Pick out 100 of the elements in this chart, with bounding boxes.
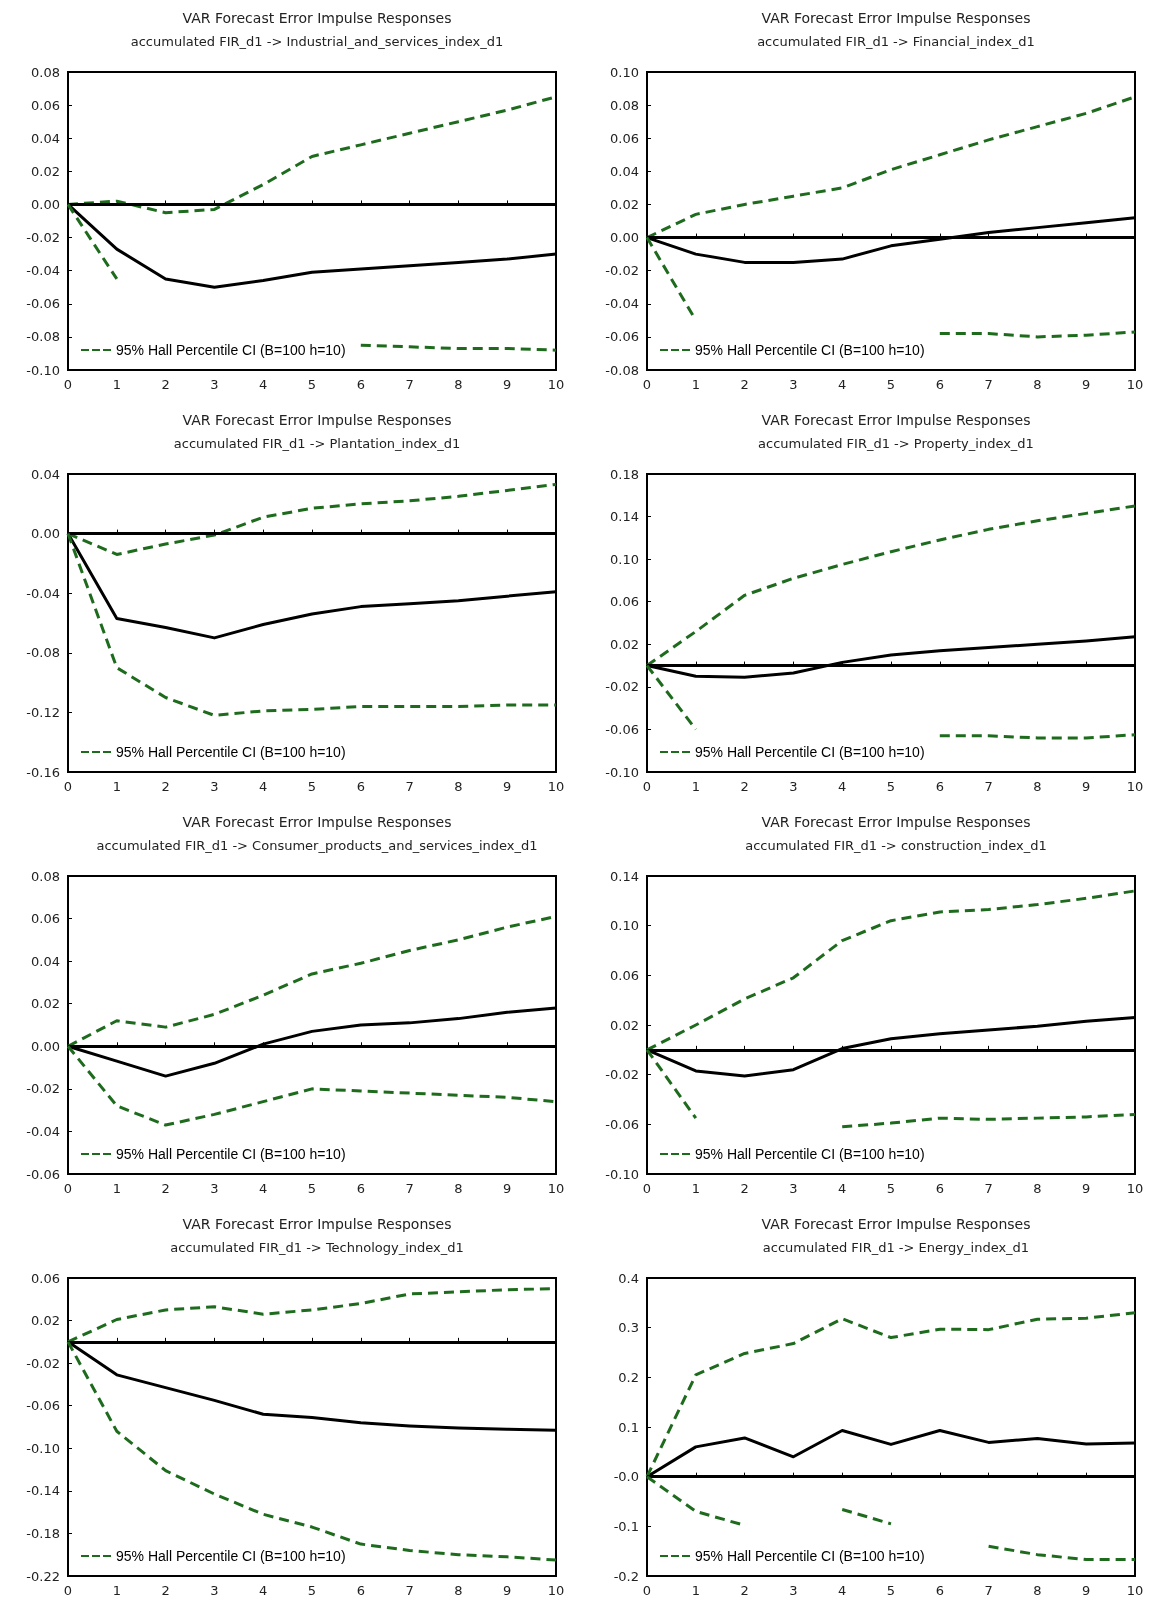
chart-title: VAR Forecast Error Impulse Responses	[761, 10, 1031, 26]
x-tick-label: 7	[405, 1181, 414, 1196]
y-tick-label: -0.18	[26, 1525, 60, 1541]
legend-label: 95% Hall Percentile CI (B=100 h=10)	[695, 342, 925, 358]
x-tick-label: 1	[112, 779, 121, 794]
x-tick-label: 5	[307, 779, 317, 794]
y-tick-label: 0.04	[31, 130, 60, 146]
chart-subtitle: accumulated FIR_d1 -> Consumer_products_and_services_index_d1	[96, 838, 538, 853]
x-tick-label: 4	[838, 377, 847, 392]
y-tick-label: 0.06	[31, 1270, 60, 1286]
y-tick-label: 0.10	[610, 918, 639, 934]
x-tick-label: 8	[1033, 1583, 1042, 1598]
chart-title: VAR Forecast Error Impulse Responses	[761, 412, 1031, 428]
chart-subtitle: accumulated FIR_d1 -> Property_index_d1	[758, 436, 1034, 451]
y-tick-label: 0.06	[610, 967, 639, 983]
x-tick-label: 10	[547, 779, 565, 794]
chart-title: VAR Forecast Error Impulse Responses	[182, 412, 452, 428]
y-tick-label: 0.1	[618, 1419, 639, 1435]
x-tick-label: 1	[112, 1181, 121, 1196]
y-tick-label: -0.08	[26, 329, 60, 345]
x-tick-label: 3	[210, 377, 219, 392]
x-tick-label: 0	[642, 377, 652, 392]
x-tick-label: 8	[1033, 1181, 1042, 1196]
x-tick-label: 10	[1126, 779, 1144, 794]
y-tick-label: -0.10	[605, 764, 639, 780]
y-tick-label: 0.14	[610, 868, 639, 884]
y-tick-label: -0.02	[605, 1067, 639, 1083]
x-tick-label: 2	[161, 1181, 170, 1196]
x-tick-label: 2	[740, 377, 749, 392]
x-tick-label: 8	[1033, 779, 1042, 794]
x-tick-label: 6	[356, 1583, 365, 1598]
x-tick-label: 4	[259, 377, 268, 392]
x-tick-label: 0	[63, 779, 73, 794]
y-tick-label: -0.06	[26, 1166, 60, 1182]
x-tick-label: 3	[789, 1181, 798, 1196]
y-tick-label: -0.08	[605, 362, 639, 378]
y-tick-label: 0.02	[31, 996, 60, 1012]
y-tick-label: 0.02	[31, 1313, 60, 1329]
x-tick-label: 2	[740, 1583, 749, 1598]
y-tick-label: 0.04	[31, 466, 60, 482]
x-tick-label: 10	[1126, 377, 1144, 392]
y-tick-label: 0.06	[31, 97, 60, 113]
y-tick-label: 0.06	[610, 130, 639, 146]
x-tick-label: 7	[984, 1583, 993, 1598]
x-tick-label: 10	[547, 1583, 565, 1598]
chart-title: VAR Forecast Error Impulse Responses	[182, 10, 452, 26]
x-tick-label: 9	[1082, 1181, 1091, 1196]
x-tick-label: 9	[1082, 779, 1091, 794]
y-tick-label: 0.04	[610, 163, 639, 179]
x-tick-label: 4	[259, 1181, 268, 1196]
x-tick-label: 9	[503, 377, 512, 392]
y-tick-label: -0.10	[26, 1440, 60, 1456]
legend-label: 95% Hall Percentile CI (B=100 h=10)	[116, 744, 346, 760]
x-tick-label: 0	[63, 1583, 73, 1598]
y-tick-label: -0.02	[26, 1355, 60, 1371]
x-tick-label: 6	[935, 377, 944, 392]
y-tick-label: 0.02	[610, 1017, 639, 1033]
y-tick-label: 0.18	[610, 466, 639, 482]
x-tick-label: 5	[886, 377, 896, 392]
x-tick-label: 1	[691, 1583, 700, 1598]
y-tick-label: 0.02	[610, 196, 639, 212]
y-tick-label: 0.02	[610, 636, 639, 652]
y-tick-label: 0.04	[31, 953, 60, 969]
x-tick-label: 9	[503, 1583, 512, 1598]
y-tick-label: 0.00	[31, 1038, 60, 1054]
x-tick-label: 1	[691, 377, 700, 392]
chart-subtitle: accumulated FIR_d1 -> Technology_index_d1	[170, 1240, 464, 1255]
y-tick-label: -0.22	[26, 1568, 60, 1584]
x-tick-label: 6	[356, 779, 365, 794]
legend-label: 95% Hall Percentile CI (B=100 h=10)	[116, 1548, 346, 1564]
x-tick-label: 2	[161, 377, 170, 392]
x-tick-label: 3	[210, 1583, 219, 1598]
x-tick-label: 7	[405, 1583, 414, 1598]
chart-title: VAR Forecast Error Impulse Responses	[182, 814, 452, 830]
x-tick-label: 6	[356, 377, 365, 392]
x-tick-label: 8	[454, 377, 463, 392]
y-tick-label: 0.08	[610, 97, 639, 113]
y-tick-label: -0.08	[26, 645, 60, 661]
x-tick-label: 2	[161, 779, 170, 794]
x-tick-label: 8	[454, 779, 463, 794]
x-tick-label: 7	[405, 779, 414, 794]
x-tick-label: 1	[691, 779, 700, 794]
x-tick-label: 7	[984, 1181, 993, 1196]
x-tick-label: 3	[789, 1583, 798, 1598]
y-tick-label: -0.1	[613, 1518, 639, 1534]
x-tick-label: 1	[112, 377, 121, 392]
x-tick-label: 5	[307, 1583, 317, 1598]
y-tick-label: -0.06	[605, 721, 639, 737]
y-tick-label: 0.00	[610, 230, 639, 246]
x-tick-label: 4	[838, 1181, 847, 1196]
x-tick-label: 0	[642, 1181, 652, 1196]
legend-label: 95% Hall Percentile CI (B=100 h=10)	[695, 1548, 925, 1564]
x-tick-label: 9	[1082, 377, 1091, 392]
x-tick-label: 4	[259, 779, 268, 794]
y-tick-label: 0.10	[610, 551, 639, 567]
y-tick-label: -0.04	[26, 585, 60, 601]
x-tick-label: 4	[838, 779, 847, 794]
y-tick-label: -0.14	[26, 1483, 60, 1499]
chart-subtitle: accumulated FIR_d1 -> Financial_index_d1	[757, 34, 1035, 49]
x-tick-label: 6	[935, 1583, 944, 1598]
